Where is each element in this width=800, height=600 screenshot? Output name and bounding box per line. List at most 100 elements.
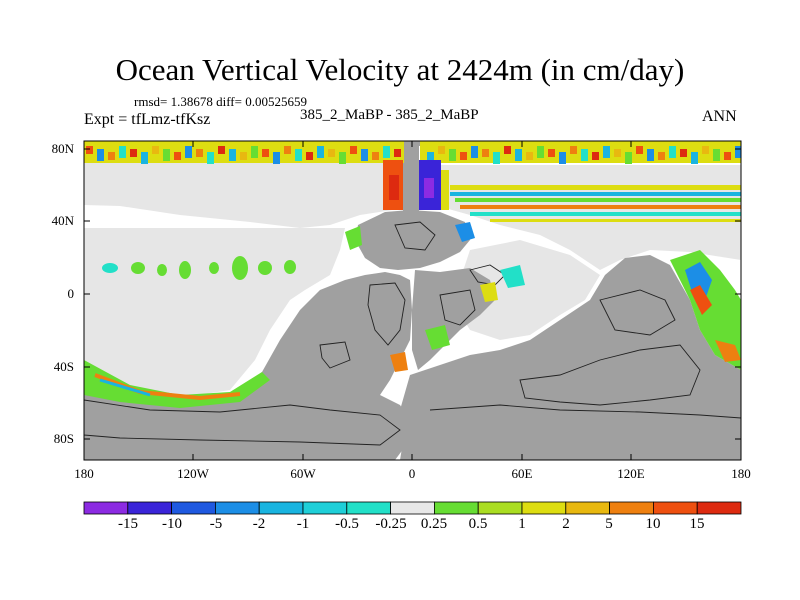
arctic-cell [724,152,731,160]
arctic-cell [680,149,687,157]
north-east-bands [450,185,741,222]
colorbar-swatch [653,501,698,515]
colorbar-swatch [521,501,567,515]
colorbar-label: -5 [209,516,223,532]
colorbar-swatch [609,501,654,515]
subtitle: 385_2_MaBP - 385_2_MaBP [300,107,479,123]
arctic-cell [504,146,511,154]
arctic-cell [86,146,93,154]
colorbar-label: 15 [689,516,705,532]
x-tick-label: 180 [74,466,94,481]
southern-ocean-band [84,360,270,408]
colorbar-swatch [127,501,173,515]
arctic-cell [713,149,720,161]
arctic-cell [460,152,467,160]
x-tick-label: 60W [290,466,316,481]
arctic-cell [669,146,676,158]
arctic-cell [526,152,533,160]
arctic-cell [97,149,104,161]
arctic-cell [581,149,588,161]
x-tick-label: 120E [617,466,645,481]
colorbar-swatch [171,501,216,515]
colorbar-label: -0.5 [335,516,359,532]
east-pacific-anomaly [670,250,741,370]
colorbar-label: -15 [118,516,138,532]
arctic-cell [691,152,698,164]
colorbar-label: 0.25 [420,516,448,532]
arctic-cell [284,146,291,154]
y-tick-label: 80N [51,141,74,156]
colorbar-swatch [214,501,260,515]
arctic-cell [394,149,401,157]
colorbar-label: 10 [645,516,661,532]
arctic-cell [559,152,566,164]
arctic-cell [339,152,346,164]
arctic-cell [570,146,577,154]
arctic-cell [152,146,159,154]
arctic-cell [603,146,610,158]
x-tick-label: 60E [511,466,533,481]
land-mass-west [84,272,412,460]
arctic-cell [515,149,522,161]
arctic-cell [119,146,126,158]
colorbar-label: 0.5 [468,516,488,532]
colorbar-swatch [346,501,391,515]
arctic-cell [658,152,665,160]
arctic-cell [251,146,258,158]
arctic-cell [493,152,500,164]
arctic-cell [735,146,741,158]
coastal-patches [345,222,525,372]
arctic-cell [383,146,390,158]
coastline-contours [84,221,741,446]
arctic-cell [438,146,445,154]
arctic-cell [537,146,544,158]
colorbar-label: 5 [605,516,613,532]
arctic-cell [108,152,115,160]
arctic-cell [130,149,137,157]
colorbar-label: -2 [252,516,266,532]
arctic-cell [262,149,269,157]
arctic-cell [306,152,313,160]
arctic-cell [592,152,599,160]
y-tick-label: 40N [51,213,74,228]
arctic-cell [636,146,643,154]
arctic-cell [240,152,247,160]
arctic-cell [229,149,236,161]
colorbar-swatch [565,501,610,515]
colorbar [83,501,742,515]
arctic-cell [625,152,632,164]
experiment-label: Expt = tfLmz-tfKsz [84,111,211,128]
arctic-cell [548,149,555,157]
arctic-cell [141,152,148,164]
axis-ticks [83,141,742,460]
arctic-cell [471,146,478,158]
land-mass-north-central [355,210,470,270]
season-label: ANN [702,108,737,125]
arctic-cell [196,149,203,157]
arctic-cell [702,146,709,154]
colorbar-label: 1 [518,516,526,532]
y-tick-label: 0 [67,286,75,301]
near-zero-region-tropics-west [84,228,345,398]
meridian-land-strip [403,141,419,216]
arctic-cell [614,149,621,157]
stats-line: rmsd= 1.38678 diff= 0.00525659 [134,94,307,109]
arctic-cell [647,149,654,161]
arctic-cell [273,152,280,164]
tropical-ovals [102,256,296,280]
arctic-cell [482,149,489,157]
arctic-cell [328,149,335,157]
colorbar-swatch [302,501,348,515]
arctic-cell [449,149,456,161]
colorbar-swatch [390,501,435,515]
near-zero-region-north-pacific [84,162,394,228]
land-mass-south-east [400,255,741,460]
arctic-cell [207,152,214,164]
colorbar-label: 2 [562,516,570,532]
arctic-cell [163,149,170,161]
near-zero-region-indo-pacific [455,240,600,340]
y-tick-label: 40S [53,359,74,374]
x-tick-label: 180 [731,466,751,481]
arctic-cell [427,152,434,164]
